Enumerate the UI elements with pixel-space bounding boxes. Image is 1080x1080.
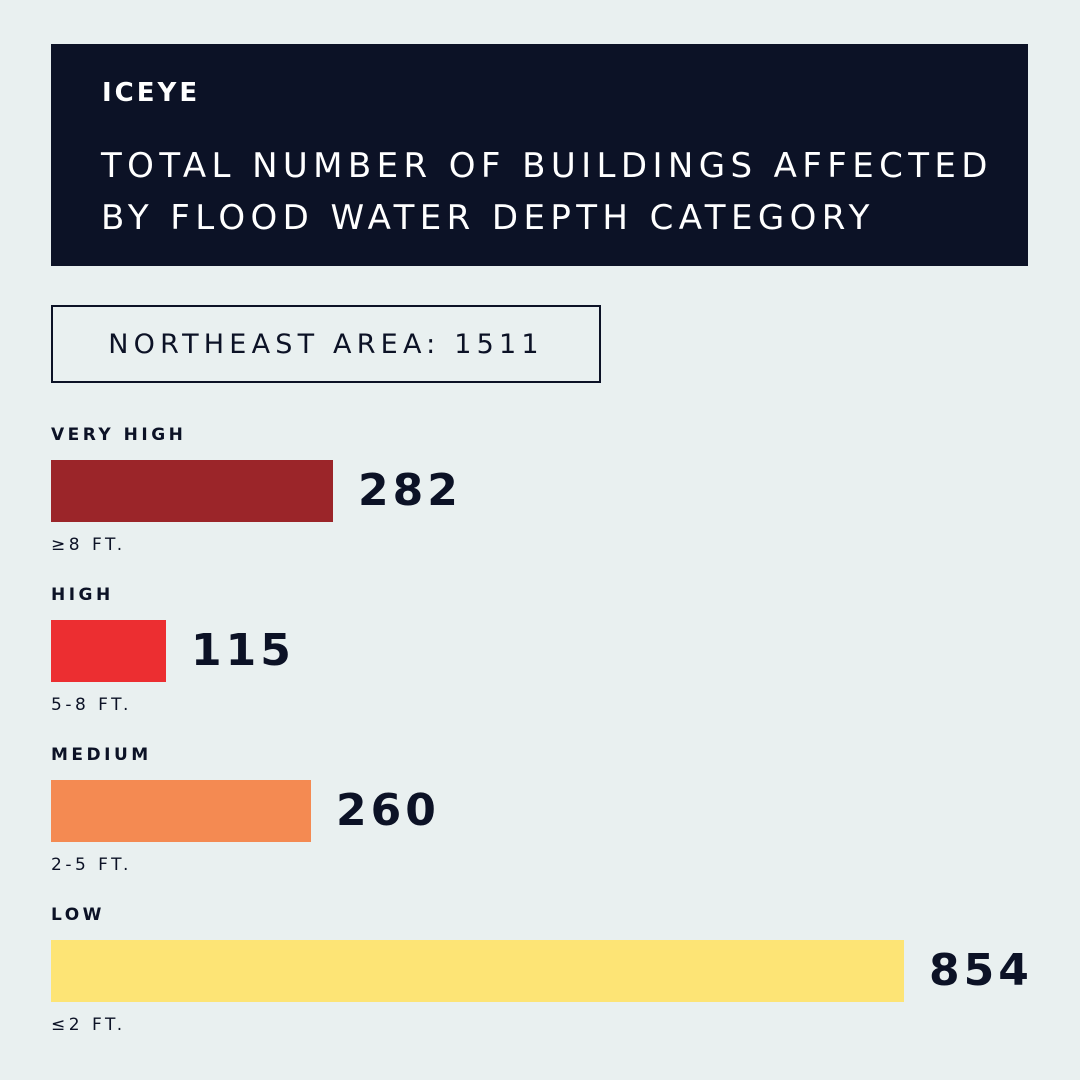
range-label-low: ≤2 FT. xyxy=(51,1015,126,1035)
value-label-very-high: 282 xyxy=(358,465,462,516)
value-label-medium: 260 xyxy=(336,785,440,836)
chart-title-line-2: BY FLOOD WATER DEPTH CATEGORY xyxy=(101,198,875,238)
range-label-very-high: ≥8 FT. xyxy=(51,535,126,555)
range-label-high: 5-8 FT. xyxy=(51,695,132,715)
range-label-medium: 2-5 FT. xyxy=(51,855,132,875)
area-total-label: NORTHEAST AREA: 1511 xyxy=(108,328,544,360)
area-total-box: NORTHEAST AREA: 1511 xyxy=(51,305,601,383)
value-label-high: 115 xyxy=(191,625,295,676)
chart-title: TOTAL NUMBER OF BUILDINGS AFFECTED BY FL… xyxy=(101,140,1001,244)
chart-title-line-1: TOTAL NUMBER OF BUILDINGS AFFECTED xyxy=(101,146,993,186)
category-label-medium: MEDIUM xyxy=(51,745,152,765)
bar-low xyxy=(51,940,904,1002)
bar-medium xyxy=(51,780,311,842)
value-label-low: 854 xyxy=(929,945,1033,996)
iceye-logo: ICEYE xyxy=(102,78,201,108)
category-label-high: HIGH xyxy=(51,585,114,605)
category-label-low: LOW xyxy=(51,905,105,925)
bar-high xyxy=(51,620,166,682)
header-banner: ICEYE TOTAL NUMBER OF BUILDINGS AFFECTED… xyxy=(51,44,1028,266)
category-label-very-high: VERY HIGH xyxy=(51,425,187,445)
bar-very-high xyxy=(51,460,333,522)
